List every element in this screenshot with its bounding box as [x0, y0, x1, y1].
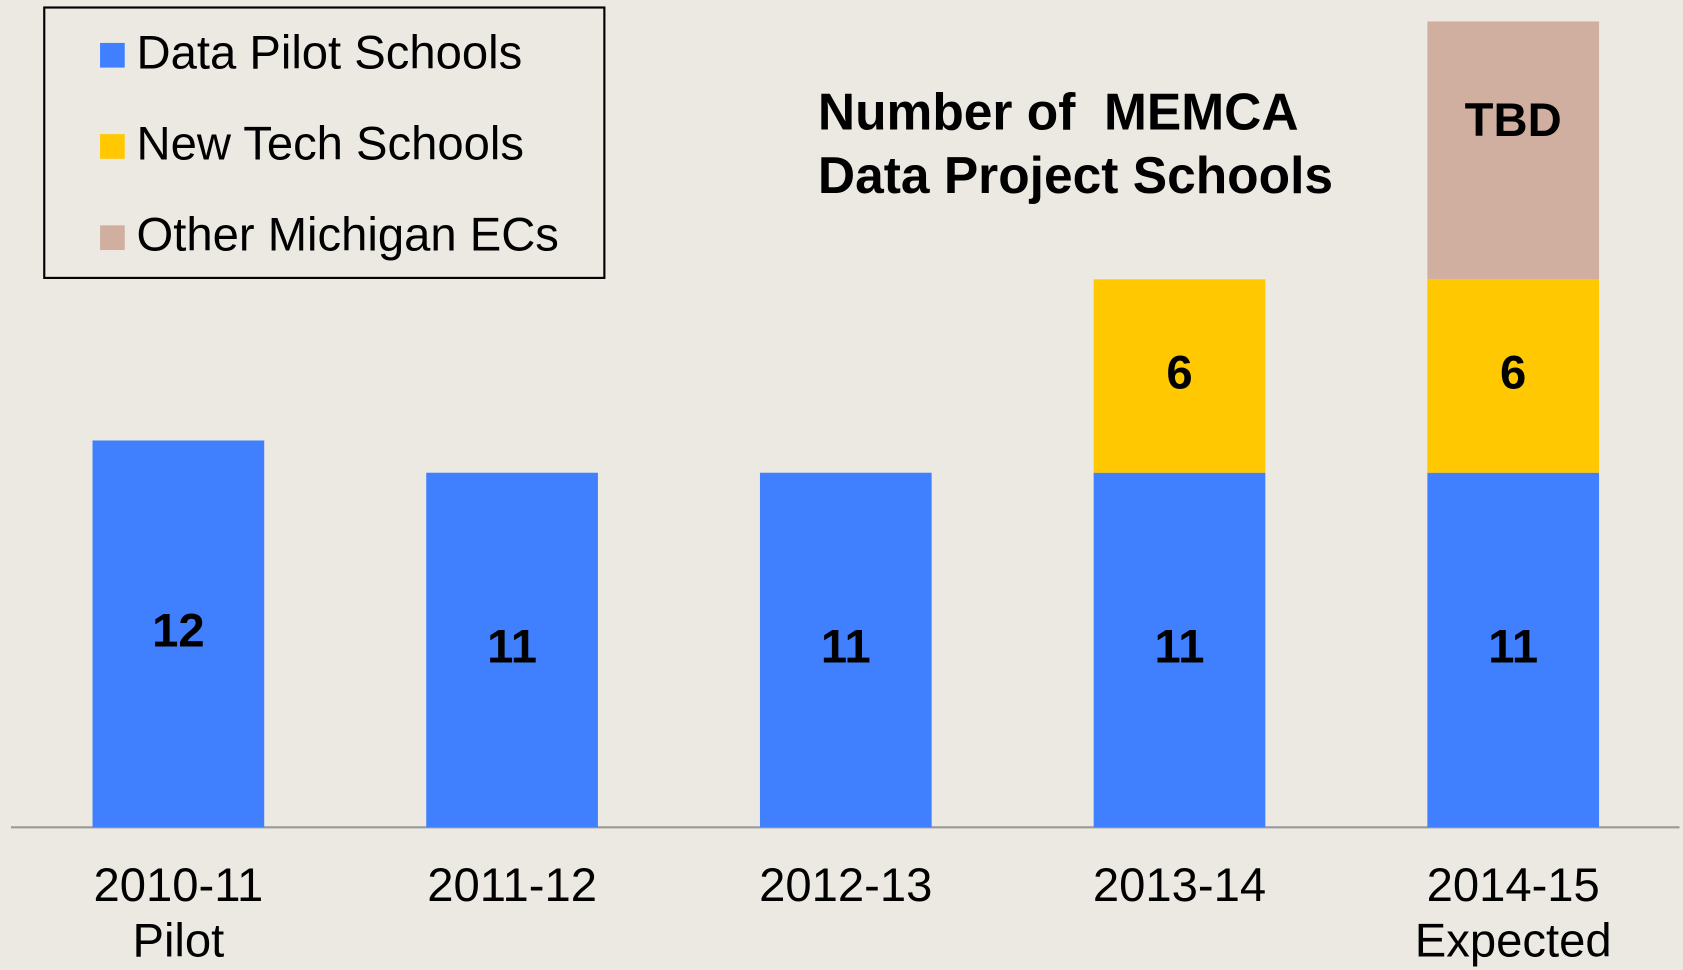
x-tick-label: 2010-11: [94, 859, 264, 912]
legend-label: Data Pilot Schools: [137, 26, 523, 79]
data-label: 11: [821, 620, 871, 673]
bar-segment: [1093, 472, 1266, 828]
legend-swatch: [100, 225, 125, 251]
data-label: TBD: [1465, 94, 1562, 147]
bar-segment: [759, 472, 932, 828]
x-tick-label: Expected: [1415, 915, 1612, 968]
bar-segment: [426, 472, 598, 828]
data-label: 6: [1166, 346, 1192, 399]
bar-segment: [1427, 472, 1600, 828]
legend-swatch: [100, 42, 125, 68]
data-label: 11: [487, 620, 537, 673]
x-tick-label: Pilot: [132, 915, 224, 968]
data-label: 11: [1155, 620, 1205, 673]
bar-segment: [1093, 279, 1266, 473]
bar-segment: [92, 440, 265, 828]
legend-label: Other Michigan ECs: [137, 209, 559, 262]
data-label: 12: [152, 604, 205, 657]
chart-title: Number of MEMCA: [818, 82, 1299, 140]
x-tick-label: 2011-12: [427, 859, 597, 912]
data-label: 11: [1488, 620, 1538, 673]
x-tick-label: 2013-14: [1093, 859, 1266, 912]
legend-swatch: [100, 134, 125, 159]
data-label: 6: [1500, 346, 1526, 399]
x-tick-label: 2014-15: [1427, 859, 1600, 912]
x-tick-label: 2012-13: [759, 859, 932, 912]
legend-box: [43, 6, 606, 279]
bar-segment: [1427, 21, 1600, 280]
bar-segment: [1427, 279, 1600, 473]
chart-title: Data Project Schools: [818, 146, 1333, 204]
legend-label: New Tech Schools: [137, 117, 524, 170]
